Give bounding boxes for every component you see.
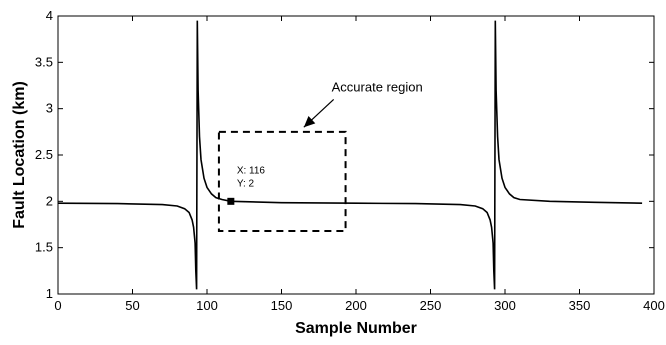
x-tick-label: 250: [420, 298, 442, 313]
y-axis-title: Fault Location (km): [11, 81, 28, 229]
annotation-arrow-head: [303, 116, 316, 128]
y-tick-label: 4: [46, 8, 53, 23]
datatip-marker[interactable]: [227, 197, 235, 205]
series-line: [57, 20, 643, 290]
axis-ticks: [57, 15, 655, 295]
y-tick-label: 3.5: [35, 54, 53, 69]
series-layer: [57, 20, 643, 290]
y-tick-label: 1.5: [35, 240, 53, 255]
y-tick-labels: 1 1.5 2 2.5 3 3.5 4: [35, 8, 53, 301]
accurate-region-label: Accurate region: [332, 79, 423, 94]
y-tick-label: 3: [46, 101, 53, 116]
x-tick-label: 300: [494, 298, 516, 313]
annotation-layer: Accurate region X: 116 Y: 2: [217, 79, 423, 232]
x-tick-label: 0: [54, 298, 61, 313]
datatip-y-label: Y: 2: [237, 178, 255, 189]
x-axis-title: Sample Number: [295, 320, 417, 337]
x-tick-label: 50: [125, 298, 139, 313]
plot-area: [57, 15, 655, 295]
y-tick-label: 1: [46, 286, 53, 301]
y-tick-label: 2.5: [35, 147, 53, 162]
x-tick-label: 400: [643, 298, 665, 313]
x-tick-label: 350: [569, 298, 591, 313]
y-tick-label: 2: [46, 193, 53, 208]
x-tick-label: 100: [196, 298, 218, 313]
x-tick-label: 200: [345, 298, 367, 313]
accurate-region-box: [217, 130, 347, 232]
x-tick-label: 150: [271, 298, 293, 313]
datatip-x-label: X: 116: [237, 165, 266, 176]
x-tick-labels: 0 50 100 150 200 250 300 350 400: [54, 298, 664, 313]
